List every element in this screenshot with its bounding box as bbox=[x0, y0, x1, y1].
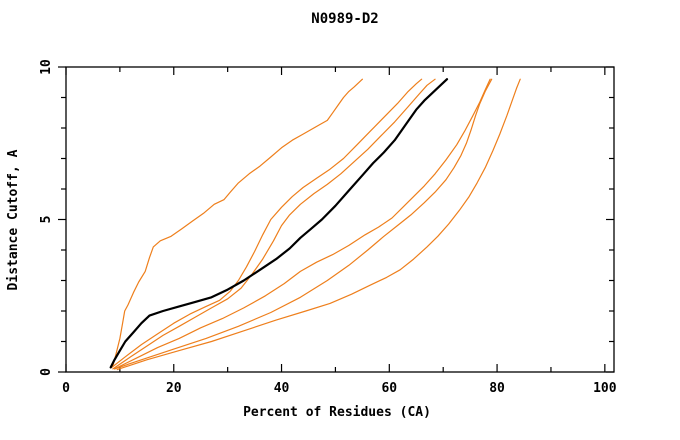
x-tick-label: 20 bbox=[166, 381, 182, 396]
x-tick-label: 60 bbox=[381, 381, 397, 396]
series-orange-model-2 bbox=[111, 78, 423, 368]
x-tick-label: 80 bbox=[489, 381, 505, 396]
y-tick-label: 0 bbox=[39, 368, 54, 376]
y-tick-label: 10 bbox=[39, 59, 54, 75]
axes bbox=[65, 66, 615, 373]
y-axis-label: Distance Cutoff, A bbox=[6, 149, 21, 290]
x-axis-label: Percent of Residues (CA) bbox=[243, 405, 431, 420]
x-tick-label: 40 bbox=[274, 381, 290, 396]
series-orange-model-1 bbox=[112, 78, 363, 367]
series-orange-model-6 bbox=[116, 78, 521, 371]
tick-labels: 0 20 40 60 80 100 0 5 10 bbox=[39, 59, 617, 396]
axis-ticks bbox=[58, 66, 614, 373]
data-series bbox=[109, 78, 521, 371]
x-tick-label: 100 bbox=[593, 381, 617, 396]
y-tick-label: 5 bbox=[39, 216, 54, 224]
chart-title: N0989-D2 bbox=[311, 11, 378, 27]
x-tick-label: 0 bbox=[62, 381, 70, 396]
series-orange-model-4 bbox=[113, 78, 491, 370]
plot-frame bbox=[65, 66, 615, 373]
series-black-main-model bbox=[109, 78, 449, 369]
series-orange-model-3 bbox=[112, 78, 436, 370]
series-orange-model-5 bbox=[113, 78, 493, 370]
